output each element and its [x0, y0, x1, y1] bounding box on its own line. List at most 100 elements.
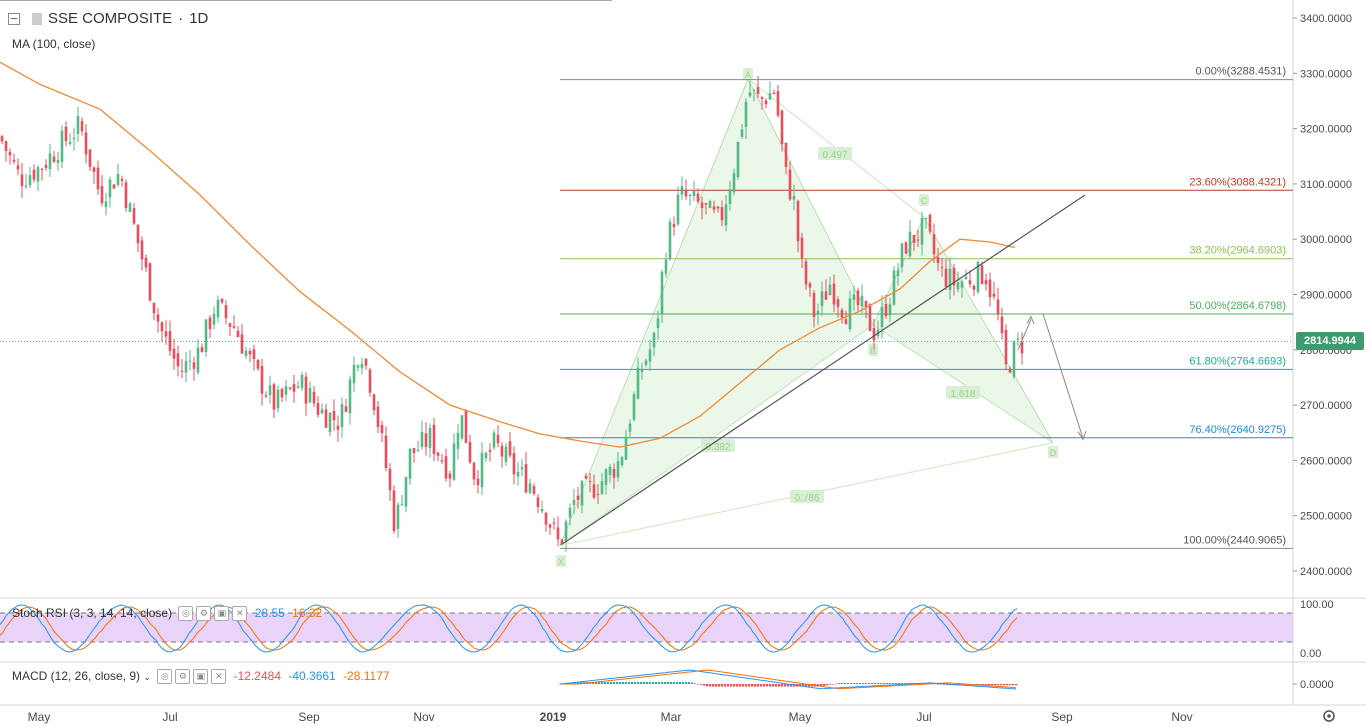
candle: [976, 261, 980, 293]
candle: [316, 403, 320, 415]
time-axis[interactable]: May Jul Sep Nov 2019 Mar May Jul Sep Nov: [28, 710, 1193, 724]
macd-histogram-bar: [667, 682, 670, 684]
candle: [16, 165, 20, 170]
candle: [244, 350, 248, 356]
candle: [92, 167, 96, 172]
candle: [124, 182, 128, 209]
macd-histogram-bar: [700, 684, 703, 685]
point-label-bg: [868, 344, 878, 356]
macd-histogram-bar: [646, 682, 649, 684]
collapse-icon[interactable]: [8, 12, 20, 25]
candle: [472, 462, 476, 480]
candle: [12, 159, 16, 162]
macd-legend[interactable]: MACD (12, 26, close, 9) ⌄ ◎ ⚙ ▣ ✕ -12.2484 …: [12, 669, 390, 685]
fib-level-label: 76.40%(2640.9275): [1189, 424, 1286, 436]
macd-pane[interactable]: 0.0000: [559, 669, 1334, 691]
candle: [792, 196, 796, 200]
fib-level-label: 0.00%(3288.4531): [1195, 66, 1286, 78]
candle: [184, 361, 188, 373]
macd-histogram-bar: [787, 684, 790, 687]
macd-histogram-bar: [718, 684, 721, 687]
candle: [132, 208, 136, 224]
lock-icon[interactable]: ▣: [214, 606, 230, 622]
lock-icon[interactable]: ▣: [193, 669, 209, 685]
candle: [648, 349, 652, 362]
candle: [160, 322, 164, 332]
candle: [72, 137, 76, 140]
candle: [388, 468, 392, 491]
stoch-d-line: [0, 606, 1018, 651]
macd-histogram-bar: [832, 684, 835, 685]
macd-histogram-bar: [730, 684, 733, 687]
harmonic-pattern[interactable]: 0.497 0.382 1.618 0.786 X A B C D: [556, 68, 1058, 567]
candle: [212, 313, 216, 325]
macd-histogram-bar: [619, 682, 622, 684]
candle: [732, 173, 736, 193]
candle: [148, 263, 152, 301]
candle: [360, 363, 364, 369]
main-pane[interactable]: [0, 0, 1293, 598]
drawings[interactable]: [0, 194, 1293, 547]
settings-icon[interactable]: ⚙: [196, 606, 212, 622]
macd-histogram-bar: [604, 682, 607, 684]
price-axis[interactable]: 3400.0000 3300.0000 3200.0000 3100.0000 3000…: [1293, 13, 1352, 578]
ratio-label: 0.382: [705, 442, 730, 453]
macd-histogram-bar: [628, 682, 631, 684]
chevron-down-icon[interactable]: ⌄: [143, 672, 151, 682]
candle: [324, 409, 328, 428]
candle: [972, 285, 976, 290]
fibonacci-retracement[interactable]: 0.00%(3288.4531) 23.60%(3088.4321) 38.20%(…: [560, 66, 1293, 549]
candle: [920, 217, 924, 245]
x-tick-label: Sep: [1051, 710, 1073, 724]
point-label-bg: [556, 555, 566, 567]
candle: [108, 179, 112, 198]
candle: [96, 167, 100, 190]
macd-histogram-bar: [676, 682, 679, 684]
macd-histogram-bar: [775, 684, 778, 687]
point-label-bg: [1048, 446, 1058, 458]
candle: [932, 234, 936, 255]
candle: [540, 509, 544, 512]
gear-icon[interactable]: [1323, 710, 1335, 722]
candle: [832, 283, 836, 305]
candle: [240, 334, 244, 354]
macd-histogram-bar: [898, 683, 901, 684]
candle: [192, 362, 196, 369]
y-tick-label: 3000.0000: [1300, 234, 1352, 246]
forecast-arrow-down[interactable]: [1042, 313, 1084, 439]
ma-legend[interactable]: MA (100, close): [12, 37, 96, 51]
interval-label[interactable]: 1D: [189, 10, 209, 27]
close-icon[interactable]: ✕: [232, 606, 248, 622]
candle: [252, 349, 256, 360]
candle: [88, 149, 92, 167]
chart-header: SSE COMPOSITE · 1D: [8, 10, 208, 27]
settings-icon[interactable]: ⚙: [175, 669, 191, 685]
macd-line: [559, 669, 1017, 690]
candle: [1000, 316, 1004, 333]
candle: [296, 386, 300, 388]
macd-histogram-bar: [982, 684, 985, 686]
visibility-icon[interactable]: ◎: [178, 606, 194, 622]
macd-histogram-bar: [664, 682, 667, 684]
candle: [232, 326, 236, 328]
candle: [36, 167, 40, 182]
candle: [48, 153, 52, 169]
macd-histogram-bar: [592, 682, 595, 684]
macd-histogram-bar: [679, 682, 682, 684]
forecast-arrow-up[interactable]: [1017, 319, 1032, 350]
macd-histogram-bar: [649, 682, 652, 684]
visibility-icon[interactable]: ◎: [157, 669, 173, 685]
symbol-name[interactable]: SSE COMPOSITE: [48, 10, 173, 27]
close-icon[interactable]: ✕: [211, 669, 227, 685]
candle: [856, 290, 860, 306]
trendline[interactable]: [559, 194, 1086, 547]
stoch-legend[interactable]: Stoch RSI (3, 3, 14, 14, close) ◎ ⚙ ▣ ✕ 28.…: [12, 606, 322, 622]
candle: [564, 521, 568, 543]
macd-histogram-bar: [733, 684, 736, 687]
macd-histogram-bar: [766, 684, 769, 687]
macd-histogram-bar: [892, 683, 895, 684]
macd-histogram-bar: [937, 683, 940, 685]
candle: [320, 409, 324, 414]
stoch-k-value: 28.55: [254, 606, 285, 620]
